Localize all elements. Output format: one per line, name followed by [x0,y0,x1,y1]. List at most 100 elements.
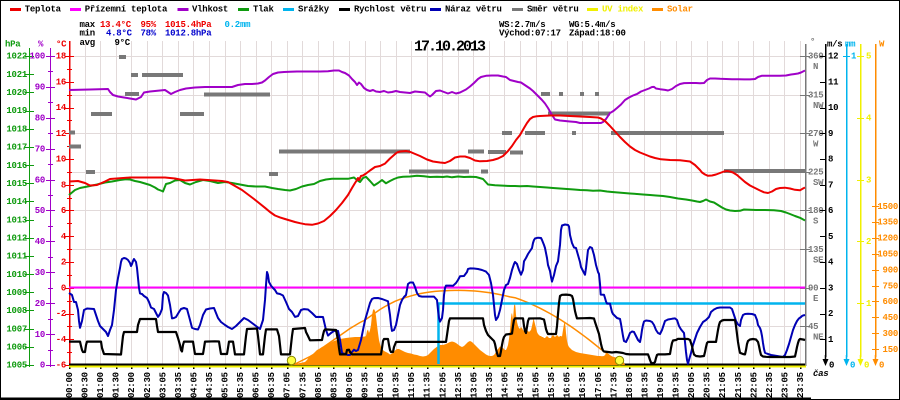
svg-text:1022: 1022 [6,52,27,62]
svg-text:hPa: hPa [5,40,21,50]
svg-text:17:35: 17:35 [609,372,619,398]
svg-text:08:05: 08:05 [314,372,324,398]
svg-text:900: 900 [883,265,898,275]
svg-text:Náraz větru: Náraz větru [445,5,502,15]
svg-text:3: 3 [828,283,833,293]
svg-text:10: 10 [35,330,45,340]
svg-text:06:05: 06:05 [252,372,262,398]
svg-text:UV index: UV index [602,5,644,15]
svg-text:-6: -6 [56,361,66,371]
svg-text:1014: 1014 [6,197,27,207]
svg-text:03:05: 03:05 [158,372,168,398]
svg-text:SW: SW [813,178,824,188]
svg-text:21:35: 21:35 [734,372,744,398]
svg-text:WS:2.7m/s: WS:2.7m/s [499,20,545,30]
svg-text:14:35: 14:35 [516,372,526,398]
svg-text:225: 225 [808,168,823,178]
svg-text:0: 0 [850,361,855,371]
svg-text:5: 5 [828,232,833,242]
svg-text:300: 300 [883,329,898,339]
svg-text:07:35: 07:35 [298,372,308,398]
svg-text:90: 90 [808,283,818,293]
svg-text:0.2mm: 0.2mm [225,20,252,30]
svg-text:1: 1 [851,52,857,62]
svg-text:12:35: 12:35 [454,372,464,398]
svg-text:1012: 1012 [6,233,27,243]
svg-text:22:35: 22:35 [765,372,775,398]
svg-text:NW: NW [813,101,824,111]
svg-text:15:35: 15:35 [547,372,557,398]
svg-text:90: 90 [35,83,45,93]
svg-text:4: 4 [61,232,67,242]
svg-text:13:35: 13:35 [485,372,495,398]
svg-text:Směr větru: Směr větru [527,5,579,15]
svg-text:°C: °C [56,40,67,50]
svg-text:%: % [38,40,44,50]
svg-text:1500: 1500 [877,202,898,212]
svg-text:1017: 1017 [6,143,27,153]
svg-text:W: W [813,139,819,149]
svg-text:4: 4 [866,114,872,124]
svg-text:°: ° [810,37,815,47]
svg-text:4.8°C: 4.8°C [106,29,133,39]
svg-text:8: 8 [61,180,66,190]
svg-text:04:35: 04:35 [205,372,215,398]
svg-text:1016: 1016 [6,161,27,171]
svg-text:0: 0 [864,361,869,371]
svg-text:1: 1 [828,335,834,345]
svg-text:8: 8 [828,155,833,165]
svg-text:750: 750 [883,281,898,291]
svg-text:14:05: 14:05 [501,372,511,398]
svg-text:17.10.2013: 17.10.2013 [414,39,486,56]
svg-text:17:05: 17:05 [594,372,604,398]
svg-text:Srážky: Srážky [298,5,330,15]
svg-text:21:05: 21:05 [718,372,728,398]
svg-text:00:00: 00:00 [65,372,75,398]
svg-text:09:35: 09:35 [361,372,371,398]
svg-text:600: 600 [883,297,898,307]
svg-text:14: 14 [56,103,67,113]
svg-text:22:05: 22:05 [749,372,759,398]
svg-text:13:05: 13:05 [469,372,479,398]
svg-text:16:05: 16:05 [563,372,573,398]
svg-text:03:35: 03:35 [174,372,184,398]
svg-text:19:05: 19:05 [656,372,666,398]
svg-text:1018: 1018 [6,124,27,134]
svg-text:180: 180 [808,206,823,216]
svg-text:18:05: 18:05 [625,372,635,398]
svg-text:1010: 1010 [6,270,27,280]
svg-text:80: 80 [35,114,45,124]
svg-text:6: 6 [61,206,66,216]
svg-text:05:05: 05:05 [221,372,231,398]
svg-text:1006: 1006 [6,343,27,353]
svg-text:Solar: Solar [667,5,693,15]
svg-text:W: W [879,40,885,50]
svg-text:15:05: 15:05 [532,372,542,398]
svg-text:360: 360 [808,52,823,62]
svg-text:1005: 1005 [6,361,27,371]
svg-text:20:05: 20:05 [687,372,697,398]
svg-text:0: 0 [879,361,884,371]
svg-text:04:05: 04:05 [189,372,199,398]
svg-text:18: 18 [56,52,66,62]
svg-text:6: 6 [828,206,833,216]
svg-text:40: 40 [35,237,45,247]
svg-text:45: 45 [808,322,818,332]
svg-text:10: 10 [56,155,66,165]
svg-text:Teplota: Teplota [25,5,62,15]
svg-text:00:30: 00:30 [81,372,91,398]
svg-text:01:00: 01:00 [96,372,106,398]
svg-text:min: min [80,29,95,39]
svg-text:4: 4 [828,258,834,268]
svg-text:11: 11 [828,77,839,87]
svg-text:07:05: 07:05 [283,372,293,398]
svg-text:NE: NE [813,333,824,343]
svg-text:-2: -2 [56,309,66,319]
svg-text:1050: 1050 [877,249,898,259]
svg-text:05:35: 05:35 [236,372,246,398]
svg-text:2: 2 [828,309,833,319]
svg-text:1021: 1021 [6,70,27,80]
svg-text:10:35: 10:35 [392,372,402,398]
svg-text:20: 20 [35,299,45,309]
svg-text:1007: 1007 [6,324,27,334]
